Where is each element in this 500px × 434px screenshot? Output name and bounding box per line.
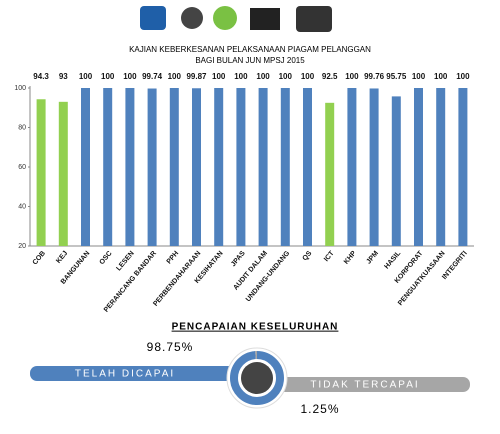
y-tick-label: 20 bbox=[18, 243, 26, 250]
y-tick-label: 100 bbox=[14, 85, 26, 92]
value-label: 100 bbox=[101, 72, 115, 81]
logo bbox=[250, 8, 280, 30]
bar bbox=[214, 88, 224, 246]
achieved-label: TELAH DICAPAI bbox=[75, 369, 175, 380]
x-tick-label: KEJ bbox=[55, 250, 69, 265]
value-label: 100 bbox=[212, 72, 226, 81]
x-tick-label: JPM bbox=[365, 250, 380, 266]
bar bbox=[369, 88, 379, 246]
value-label: 99.74 bbox=[142, 72, 163, 81]
logo bbox=[181, 7, 203, 29]
logo bbox=[213, 6, 237, 30]
x-tick-label: HASIL bbox=[383, 249, 402, 270]
not-achieved-value: 1.25% bbox=[300, 402, 339, 416]
ring-core bbox=[241, 362, 273, 394]
logo bbox=[140, 6, 166, 30]
x-tick-label: KHP bbox=[343, 250, 358, 266]
value-label: 92.5 bbox=[322, 72, 338, 81]
bar bbox=[81, 88, 90, 246]
not-achieved-label: TIDAK TERCAPAI bbox=[310, 380, 419, 391]
value-label: 100 bbox=[79, 72, 93, 81]
value-label: 100 bbox=[123, 72, 137, 81]
value-label: 100 bbox=[234, 72, 248, 81]
bar bbox=[325, 102, 335, 246]
bar bbox=[458, 88, 468, 246]
bar bbox=[192, 88, 201, 247]
bar bbox=[58, 101, 68, 246]
bar bbox=[36, 99, 46, 246]
value-label: 99.87 bbox=[186, 72, 207, 81]
bar bbox=[236, 88, 246, 246]
x-tick-label: ICT bbox=[323, 249, 336, 263]
achieved-banner bbox=[30, 366, 245, 381]
bar bbox=[147, 88, 157, 247]
bar bbox=[103, 88, 113, 246]
bar bbox=[280, 88, 290, 246]
value-label: 100 bbox=[279, 72, 293, 81]
bar bbox=[436, 88, 446, 246]
bar bbox=[258, 88, 268, 246]
bar bbox=[391, 96, 401, 246]
achieved-value: 98.75% bbox=[147, 340, 194, 354]
not-achieved-banner bbox=[265, 377, 470, 392]
value-label: 100 bbox=[345, 72, 359, 81]
x-tick-label: LESEN bbox=[115, 250, 135, 272]
value-label: 100 bbox=[168, 72, 182, 81]
x-tick-label: PENGUATKUASAAN bbox=[397, 250, 447, 307]
ring-not-achieved bbox=[230, 351, 284, 405]
y-tick-label: 40 bbox=[18, 203, 26, 210]
x-tick-label: COB bbox=[32, 250, 47, 266]
value-label: 100 bbox=[301, 72, 315, 81]
x-tick-label: QS bbox=[302, 250, 314, 263]
bar bbox=[303, 88, 312, 246]
bar bbox=[169, 88, 179, 246]
value-label: 100 bbox=[456, 72, 470, 81]
chart-title: KAJIAN KEBERKESANAN PELAKSANAAN PIAGAM P… bbox=[129, 45, 371, 54]
chart-subtitle: BAGI BULAN JUN MPSJ 2015 bbox=[195, 56, 305, 65]
value-label: 100 bbox=[412, 72, 426, 81]
bar bbox=[414, 88, 423, 246]
x-tick-label: UNDANG-UNDANG bbox=[245, 250, 292, 304]
y-tick-label: 60 bbox=[18, 164, 26, 171]
value-label: 93 bbox=[59, 72, 68, 81]
value-label: 99.76 bbox=[364, 72, 385, 81]
value-label: 100 bbox=[256, 72, 270, 81]
value-label: 95.75 bbox=[386, 72, 407, 81]
logos bbox=[140, 6, 332, 32]
x-tick-label: JPAS bbox=[230, 250, 247, 268]
summary-title: PENCAPAIAN KESELURUHAN bbox=[172, 322, 339, 333]
value-label: 100 bbox=[434, 72, 448, 81]
x-tick-label: OSC bbox=[99, 250, 114, 266]
bar bbox=[347, 88, 357, 246]
y-tick-label: 80 bbox=[18, 124, 26, 131]
logo bbox=[296, 6, 332, 32]
value-label: 94.3 bbox=[33, 72, 49, 81]
x-tick-label: PPH bbox=[166, 250, 181, 266]
bar bbox=[125, 88, 135, 246]
